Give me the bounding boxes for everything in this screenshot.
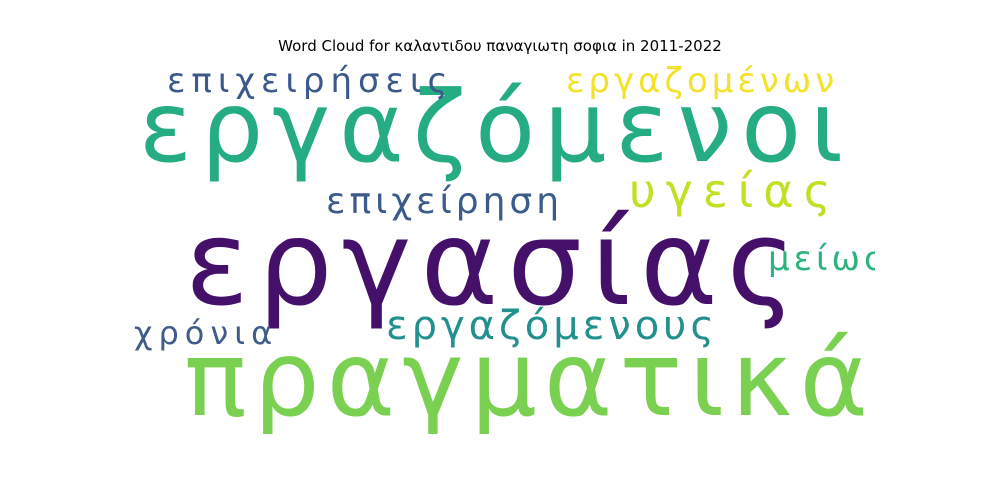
word-epixeirisi: επιχείρηση (326, 181, 564, 222)
word-epixeiriseis: επιχειρήσεις (167, 61, 454, 101)
word-pragmatika: πραγματικά (184, 318, 875, 434)
word-ergazomenoi: εργαζόμενοι (139, 71, 853, 185)
word-ergazomenous: εργαζόμενους (386, 303, 718, 349)
chart-title: Word Cloud for καλαντιδου παναγιωτη σοφι… (278, 37, 722, 55)
word-ygeias: υγείας (629, 164, 841, 218)
word-cloud: εργαζόμενοι εργασίας πραγματικά επιχειρή… (125, 59, 875, 434)
word-ergasias: εργασίας (185, 194, 806, 332)
word-ergazomenon: εργαζομένων (566, 61, 839, 101)
word-xronia: χρόνια (134, 314, 279, 352)
word-meiosi: μείωση (768, 239, 875, 279)
